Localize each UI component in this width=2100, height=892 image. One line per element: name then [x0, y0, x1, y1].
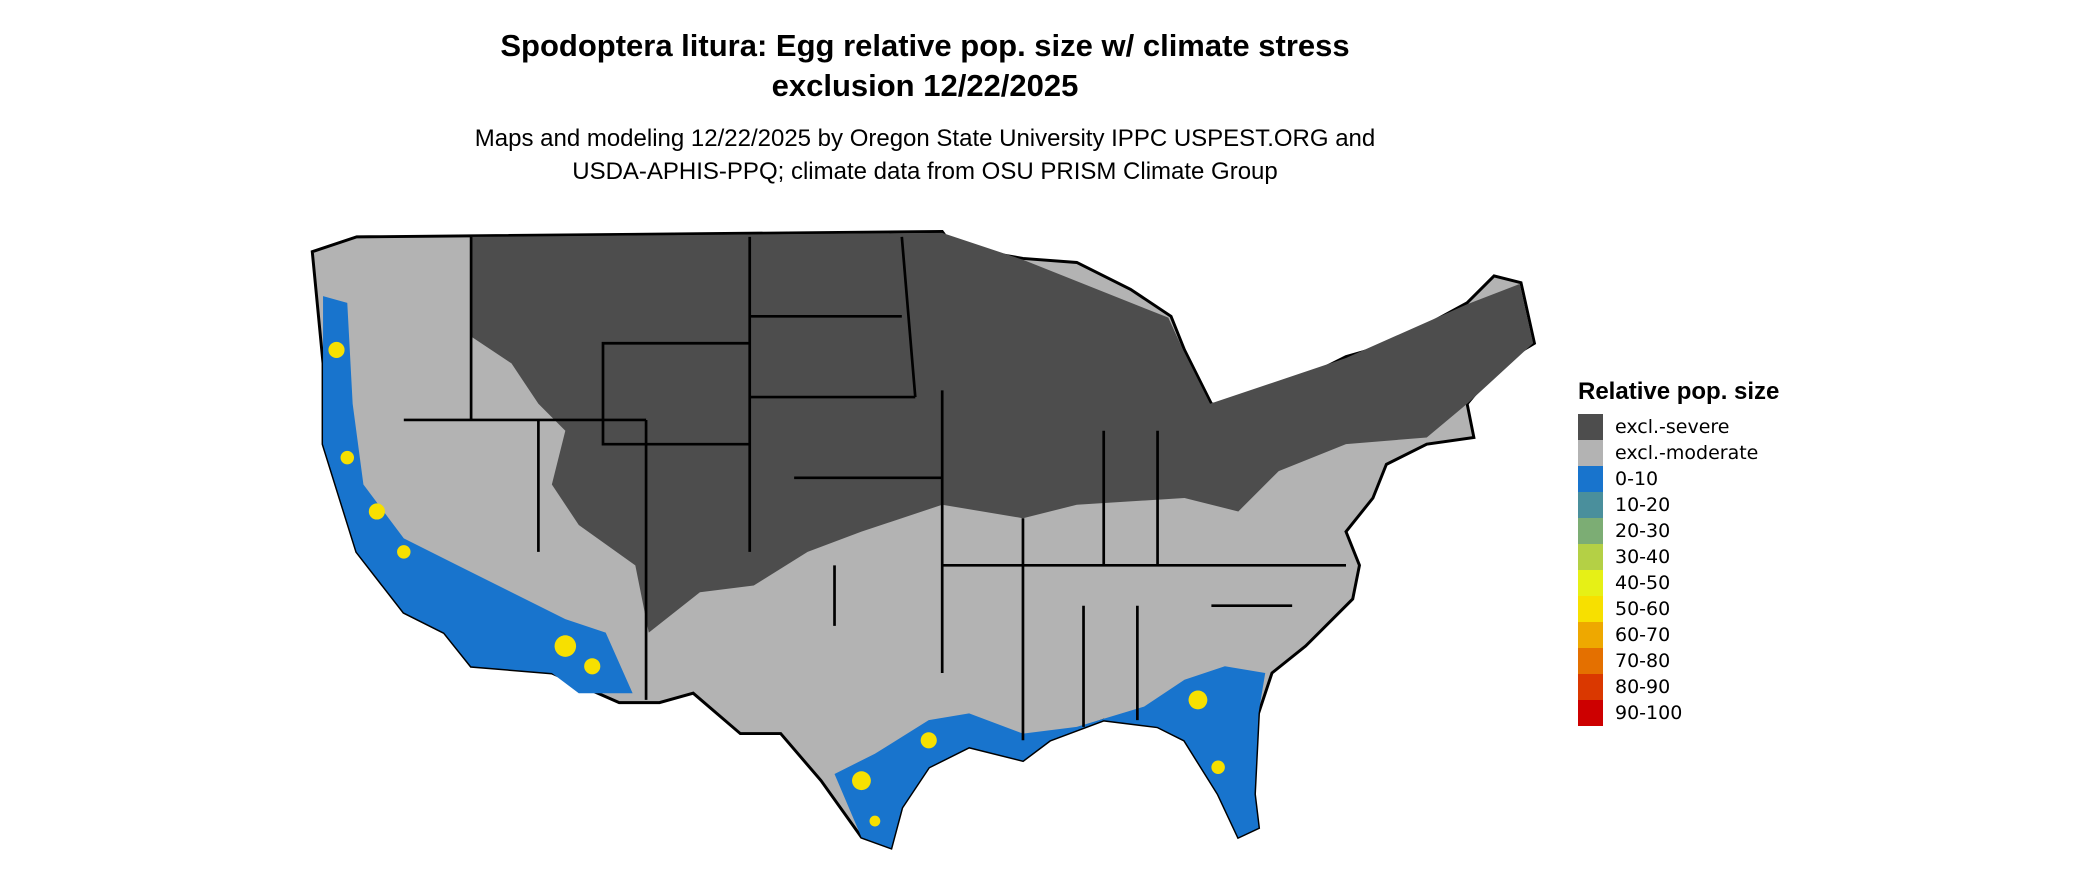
legend-swatch: [1578, 414, 1603, 440]
legend-item: excl.-moderate: [1578, 440, 1779, 466]
legend: Relative pop. size excl.-severe excl.-mod…: [1578, 378, 1779, 726]
legend-swatch: [1578, 700, 1603, 726]
legend-swatch: [1578, 622, 1603, 648]
legend-item: 80-90: [1578, 674, 1779, 700]
legend-label: 10-20: [1615, 494, 1671, 516]
legend-item: 20-30: [1578, 518, 1779, 544]
legend-swatch: [1578, 570, 1603, 596]
legend-swatch: [1578, 492, 1603, 518]
legend-label: 90-100: [1615, 702, 1683, 724]
map-title-line2: exclusion 12/22/2025: [771, 68, 1079, 103]
legend-label: 20-30: [1615, 520, 1671, 542]
legend-label: excl.-moderate: [1615, 442, 1759, 464]
high-suitability-patches: [328, 341, 1225, 827]
legend-item: 70-80: [1578, 648, 1779, 674]
legend-label: 0-10: [1615, 468, 1659, 490]
legend-swatch: [1578, 518, 1603, 544]
legend-item: 50-60: [1578, 596, 1779, 622]
legend-swatch: [1578, 466, 1603, 492]
legend-label: 40-50: [1615, 572, 1671, 594]
legend-item: 90-100: [1578, 700, 1779, 726]
legend-item: 60-70: [1578, 622, 1779, 648]
legend-swatch: [1578, 648, 1603, 674]
legend-item: excl.-severe: [1578, 414, 1779, 440]
map-title-line1: Spodoptera litura: Egg relative pop. siz…: [500, 28, 1350, 63]
legend-title: Relative pop. size: [1578, 378, 1780, 405]
state-borders: [403, 236, 1346, 741]
legend-label: 50-60: [1615, 598, 1671, 620]
gulf-coast-suitable-area: [834, 666, 1266, 848]
legend-item: 10-20: [1578, 492, 1779, 518]
west-coast-suitable-area: [323, 296, 633, 694]
map-subtitle-line1: Maps and modeling 12/22/2025 by Oregon S…: [474, 125, 1376, 152]
legend-swatch: [1578, 674, 1603, 700]
severe-exclusion-area: [471, 232, 1534, 633]
legend-item: 0-10: [1578, 466, 1779, 492]
legend-swatch: [1578, 544, 1603, 570]
legend-swatch: [1578, 596, 1603, 622]
legend-item: 30-40: [1578, 544, 1779, 570]
legend-label: excl.-severe: [1615, 416, 1730, 438]
legend-label: 60-70: [1615, 624, 1671, 646]
legend-label: 80-90: [1615, 676, 1671, 698]
legend-item: 40-50: [1578, 570, 1779, 596]
map-subtitle-line2: USDA-APHIS-PPQ; climate data from OSU PR…: [572, 158, 1278, 185]
legend-label: 70-80: [1615, 650, 1671, 672]
legend-label: 30-40: [1615, 546, 1671, 568]
legend-swatch: [1578, 440, 1603, 466]
